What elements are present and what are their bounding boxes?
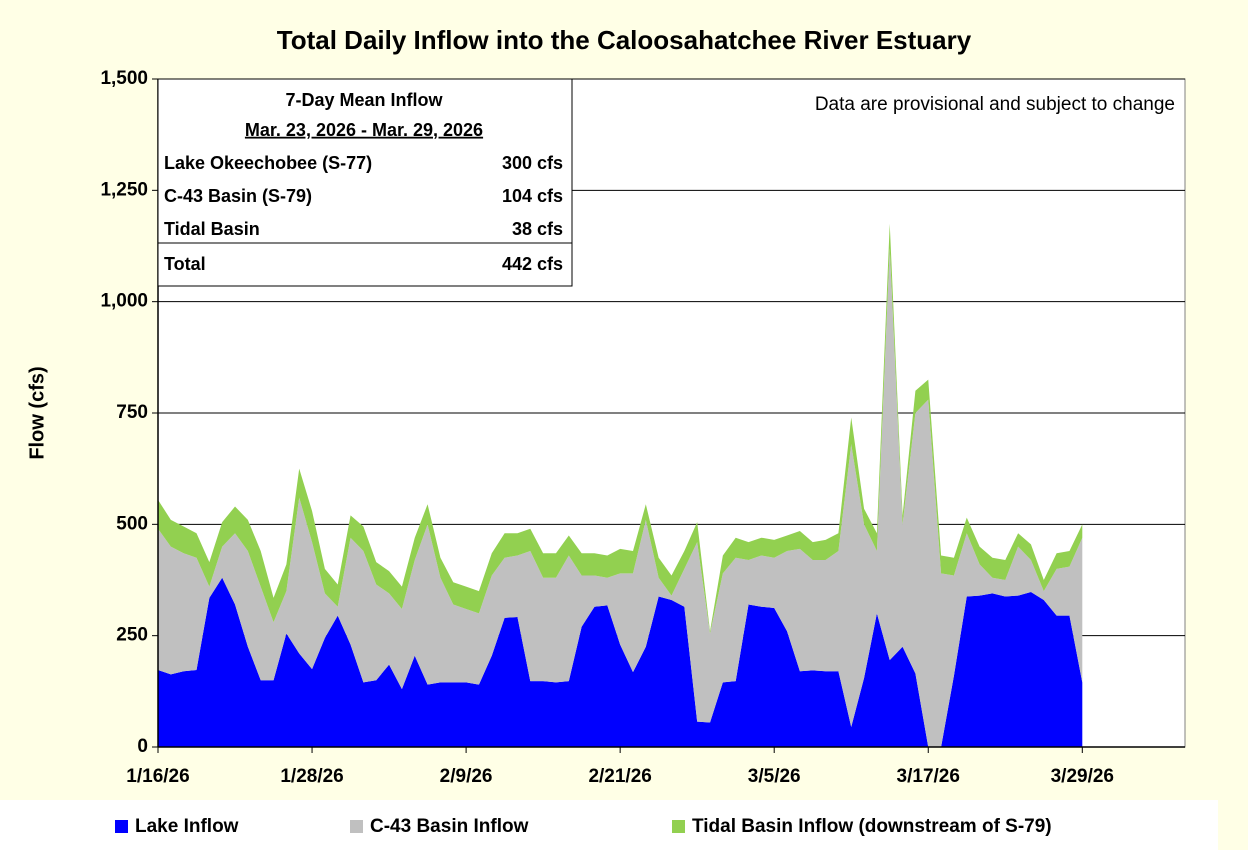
area <box>158 248 1083 747</box>
inset-table: 7-Day Mean Inflow Mar. 23, 2026 - Mar. 2… <box>157 78 573 287</box>
inset-cell: 38 cfs <box>512 219 563 239</box>
legend-swatch <box>115 820 128 833</box>
y-tick-label: 1,000 <box>100 291 148 312</box>
inset-title: 7-Day Mean Inflow <box>285 90 443 110</box>
legend-label: Lake Inflow <box>135 816 239 837</box>
legend-label: C-43 Basin Inflow <box>370 816 529 837</box>
x-tick-label: 2/21/26 <box>588 766 651 787</box>
x-tick-label: 1/28/26 <box>280 766 343 787</box>
legend-band <box>0 800 1218 850</box>
inset-cell: Total <box>164 254 206 274</box>
area <box>158 223 1083 634</box>
area <box>158 577 1083 747</box>
x-tick-label: 3/5/26 <box>748 766 801 787</box>
y-tick-label: 1,250 <box>100 179 148 200</box>
legend-swatch <box>350 820 363 833</box>
y-tick-label: 750 <box>116 402 148 423</box>
inset-cell: C-43 Basin (S-79) <box>164 186 312 206</box>
inset-subtitle: Mar. 23, 2026 - Mar. 29, 2026 <box>245 120 483 140</box>
chart-title: Total Daily Inflow into the Caloosahatch… <box>277 25 972 55</box>
y-tick-label: 0 <box>137 736 148 757</box>
x-tick-label: 2/9/26 <box>440 766 493 787</box>
legend-label: Tidal Basin Inflow (downstream of S-79) <box>692 816 1052 837</box>
inset-cell: 300 cfs <box>502 153 563 173</box>
y-axis-label: Flow (cfs) <box>26 366 48 459</box>
x-tick-label: 3/17/26 <box>897 766 960 787</box>
y-tick-label: 250 <box>116 625 148 646</box>
x-tick-label: 3/29/26 <box>1051 766 1114 787</box>
legend-swatch <box>672 820 685 833</box>
annotation: Data are provisional and subject to chan… <box>815 94 1175 115</box>
y-tick-label: 1,500 <box>100 68 148 89</box>
inset-cell: Lake Okeechobee (S-77) <box>164 153 372 173</box>
inset-cell: Tidal Basin <box>164 219 260 239</box>
inset-cell: 104 cfs <box>502 186 563 206</box>
y-tick-label: 500 <box>116 513 148 534</box>
inset-cell: 442 cfs <box>502 254 563 274</box>
x-tick-label: 1/16/26 <box>126 766 189 787</box>
